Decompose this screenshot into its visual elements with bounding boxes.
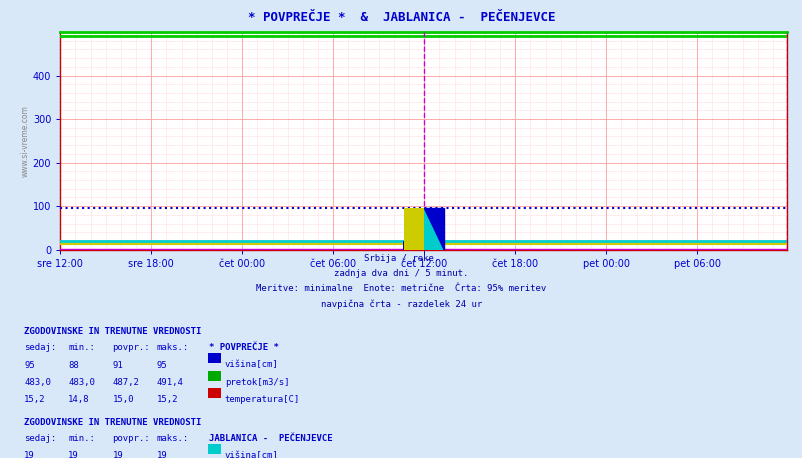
Y-axis label: www.si-vreme.com: www.si-vreme.com: [21, 105, 30, 177]
Text: Meritve: minimalne  Enote: metrične  Črta: 95% meritev: Meritve: minimalne Enote: metrične Črta:…: [256, 284, 546, 294]
Text: višina[cm]: višina[cm]: [225, 451, 278, 458]
Text: 19: 19: [156, 451, 167, 458]
Text: JABLANICA -  PEČENJEVCE: JABLANICA - PEČENJEVCE: [209, 434, 332, 442]
Text: pretok[m3/s]: pretok[m3/s]: [225, 378, 289, 387]
Text: 483,0: 483,0: [68, 378, 95, 387]
Text: navpična črta - razdelek 24 ur: navpična črta - razdelek 24 ur: [321, 300, 481, 309]
Text: sedaj:: sedaj:: [24, 434, 56, 442]
Text: * POVPREČJE *: * POVPREČJE *: [209, 343, 278, 352]
Text: maks.:: maks.:: [156, 343, 188, 352]
Bar: [403, 241, 410, 250]
Text: temperatura[C]: temperatura[C]: [225, 395, 300, 404]
Text: 15,2: 15,2: [24, 395, 46, 404]
Text: 88: 88: [68, 360, 79, 370]
Text: min.:: min.:: [68, 343, 95, 352]
Text: povpr.:: povpr.:: [112, 343, 150, 352]
Text: 95: 95: [24, 360, 34, 370]
Text: 19: 19: [112, 451, 123, 458]
Text: zadnja dva dni / 5 minut.: zadnja dva dni / 5 minut.: [334, 269, 468, 278]
Text: Srbija / reke.: Srbija / reke.: [363, 254, 439, 263]
Polygon shape: [423, 208, 444, 250]
Text: 14,8: 14,8: [68, 395, 90, 404]
Text: 15,0: 15,0: [112, 395, 134, 404]
Text: 15,2: 15,2: [156, 395, 178, 404]
Text: min.:: min.:: [68, 434, 95, 442]
Text: 19: 19: [68, 451, 79, 458]
Text: maks.:: maks.:: [156, 434, 188, 442]
Text: 487,2: 487,2: [112, 378, 139, 387]
Text: 491,4: 491,4: [156, 378, 183, 387]
Text: * POVPREČJE *  &  JABLANICA -  PEČENJEVCE: * POVPREČJE * & JABLANICA - PEČENJEVCE: [248, 11, 554, 24]
Text: višina[cm]: višina[cm]: [225, 360, 278, 370]
Bar: [423, 208, 444, 250]
Text: 91: 91: [112, 360, 123, 370]
Text: sedaj:: sedaj:: [24, 343, 56, 352]
Bar: [403, 208, 423, 250]
Text: 95: 95: [156, 360, 167, 370]
Text: 483,0: 483,0: [24, 378, 51, 387]
Text: ZGODOVINSKE IN TRENUTNE VREDNOSTI: ZGODOVINSKE IN TRENUTNE VREDNOSTI: [24, 418, 201, 427]
Text: 19: 19: [24, 451, 34, 458]
Text: ZGODOVINSKE IN TRENUTNE VREDNOSTI: ZGODOVINSKE IN TRENUTNE VREDNOSTI: [24, 327, 201, 337]
Text: povpr.:: povpr.:: [112, 434, 150, 442]
